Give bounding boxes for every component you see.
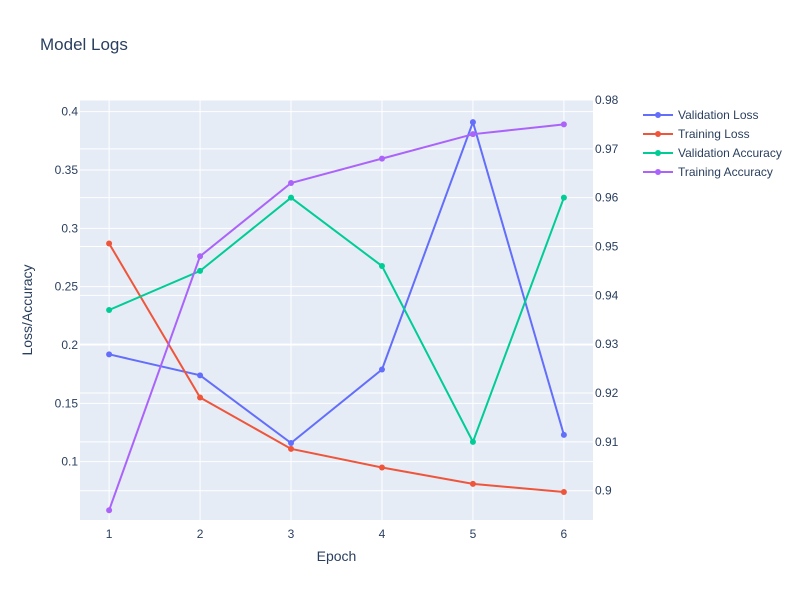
y2-tick-label: 0.92 xyxy=(595,386,619,400)
legend-item: Training Accuracy xyxy=(643,165,773,179)
data-point xyxy=(560,489,567,495)
data-point xyxy=(106,507,113,514)
legend-swatch-marker xyxy=(655,169,661,175)
legend-swatch-marker xyxy=(655,150,661,156)
x-tick-label: 5 xyxy=(470,527,477,541)
y2-tick-label: 0.91 xyxy=(595,435,619,449)
data-point xyxy=(106,240,113,247)
y-tick-label: 0.25 xyxy=(55,280,79,294)
data-point xyxy=(197,394,204,401)
legend-label: Validation Loss xyxy=(678,108,759,122)
y-tick-label: 0.1 xyxy=(61,455,78,469)
series-line xyxy=(108,196,565,445)
series-training-loss xyxy=(106,240,567,495)
data-point xyxy=(197,267,204,274)
data-point xyxy=(288,194,295,201)
data-point xyxy=(197,253,204,260)
plot-background xyxy=(80,100,593,520)
data-point xyxy=(560,431,567,438)
x-tick-label: 3 xyxy=(288,527,295,541)
x-tick-label: 6 xyxy=(561,527,568,541)
data-point xyxy=(288,440,295,446)
y-tick-label: 0.15 xyxy=(55,396,79,410)
series-line xyxy=(108,242,564,493)
y2-tick-label: 0.98 xyxy=(595,93,619,107)
legend-label: Training Loss xyxy=(678,127,750,141)
legend-swatch-marker xyxy=(655,112,661,118)
data-point xyxy=(288,180,295,187)
y-tick-label: 0.3 xyxy=(61,221,78,235)
y-tick-label: 0.35 xyxy=(55,163,79,177)
y-tick-label: 0.4 xyxy=(61,105,78,119)
x-tick-label: 1 xyxy=(106,527,113,541)
data-point xyxy=(378,155,385,162)
y-tick-label: 0.2 xyxy=(61,338,78,352)
y2-tick-label: 0.9 xyxy=(595,484,612,498)
legend-item: Validation Accuracy xyxy=(643,146,782,160)
data-point xyxy=(560,194,567,201)
data-point xyxy=(560,121,567,128)
data-point xyxy=(469,480,476,487)
legend-swatch-marker xyxy=(655,131,661,137)
data-point xyxy=(378,263,385,270)
data-point xyxy=(378,464,385,471)
data-point xyxy=(378,366,385,373)
data-point xyxy=(469,131,476,138)
series-line xyxy=(108,123,565,511)
x-tick-label: 2 xyxy=(197,527,204,541)
grid-layer xyxy=(80,99,593,520)
series-validation-accuracy xyxy=(106,194,567,445)
legend-label: Validation Accuracy xyxy=(678,146,782,160)
x-tick-label: 4 xyxy=(379,527,386,541)
data-point xyxy=(106,351,113,358)
data-point xyxy=(469,438,476,445)
series-training-accuracy xyxy=(106,121,567,514)
data-point xyxy=(197,372,204,379)
series-layer xyxy=(106,118,567,514)
legend-label: Training Accuracy xyxy=(678,165,773,179)
y2-tick-label: 0.93 xyxy=(595,337,619,351)
data-point xyxy=(469,119,476,126)
legend-item: Validation Loss xyxy=(643,108,759,122)
legend-item: Training Loss xyxy=(643,127,750,141)
tick-layer: 1 2 3 4 5 6 0.1 0.15 0.2 0.25 0.3 0.35 0.4 0.9 0.91 0.9… xyxy=(55,93,619,541)
data-point xyxy=(288,445,295,452)
y2-tick-label: 0.95 xyxy=(595,240,619,254)
y-axis-title: Loss/Accuracy xyxy=(19,264,35,355)
y2-tick-label: 0.96 xyxy=(595,191,619,205)
data-point xyxy=(106,307,113,313)
y2-tick-label: 0.94 xyxy=(595,288,619,302)
chart-title: Model Logs xyxy=(40,35,128,54)
y2-tick-label: 0.97 xyxy=(595,142,619,156)
x-axis-title: Epoch xyxy=(317,548,357,564)
legend: Validation Loss Training Loss Validation A… xyxy=(643,108,782,179)
